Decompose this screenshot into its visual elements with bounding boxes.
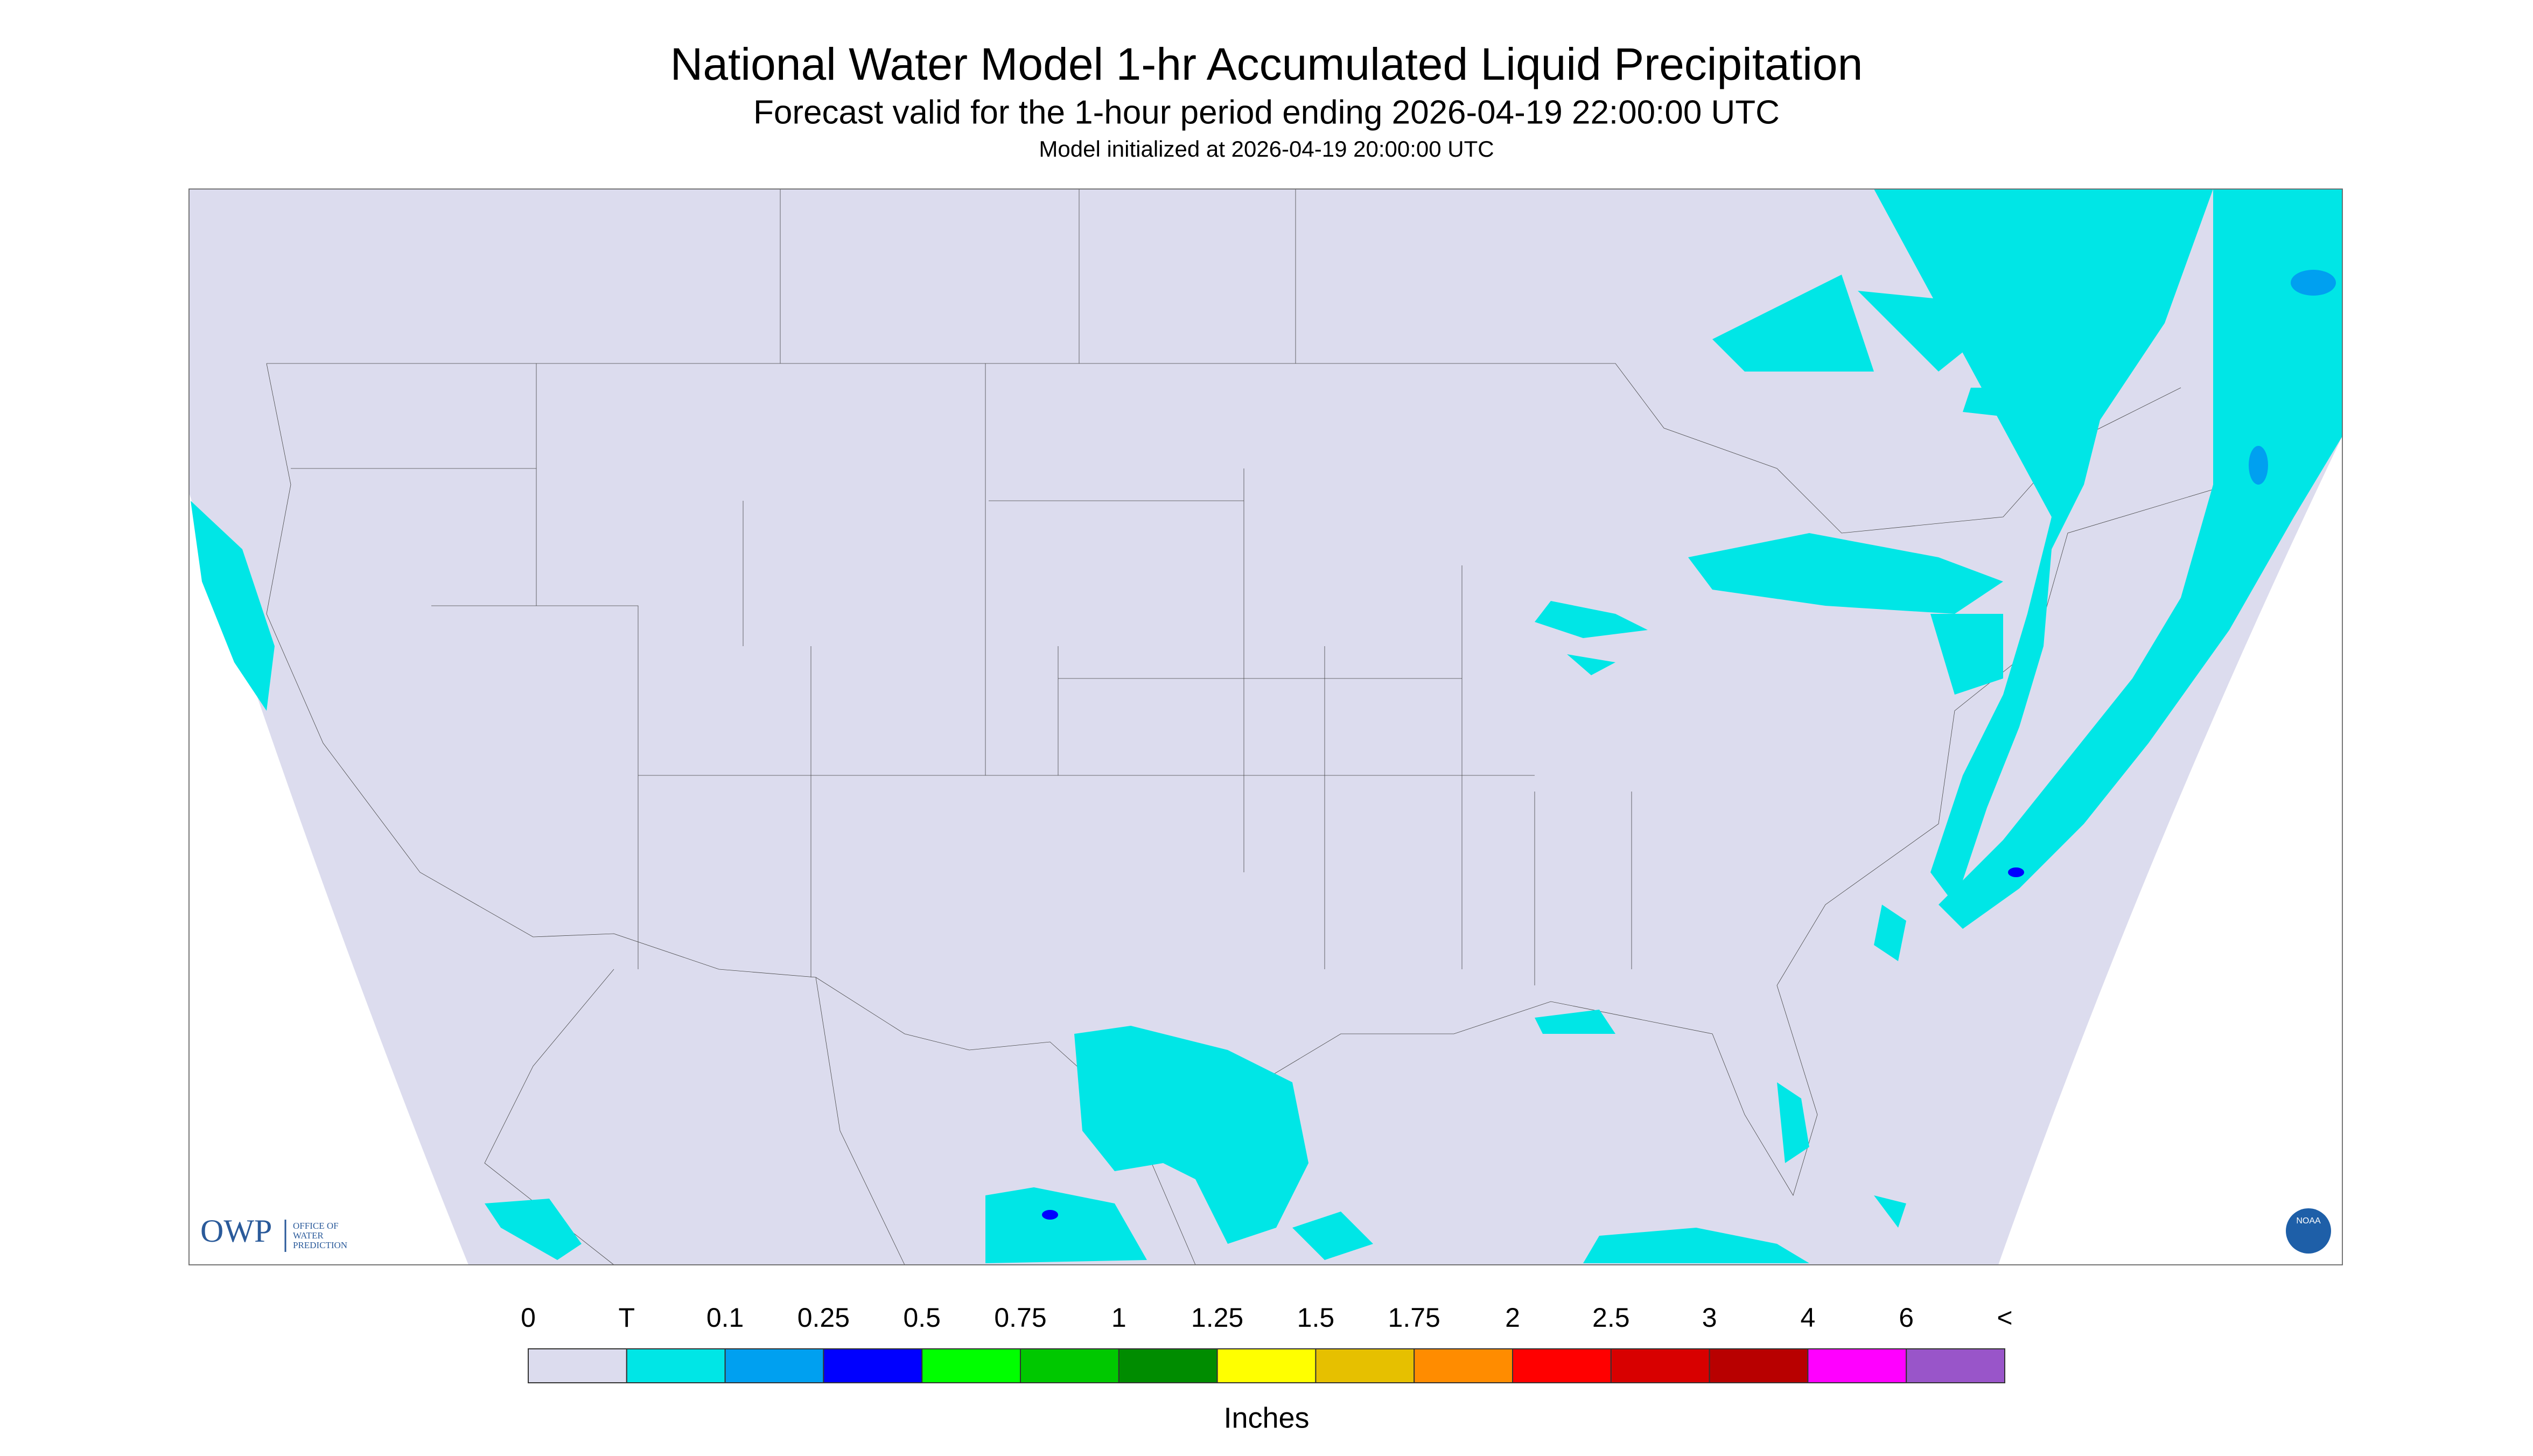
legend-swatch — [1414, 1348, 1513, 1383]
legend-label: 0.75 — [994, 1303, 1046, 1333]
precip-areas — [191, 189, 2342, 1263]
legend-swatch — [1020, 1348, 1119, 1383]
legend-label: 0.1 — [706, 1303, 744, 1333]
precip-areas-heaviest — [1042, 867, 2024, 1220]
noaa-logo — [2286, 1208, 2331, 1254]
legend-swatch — [626, 1348, 726, 1383]
model-domain — [189, 189, 2342, 1265]
map-frame — [188, 188, 2343, 1265]
legend-label: 1.5 — [1297, 1303, 1335, 1333]
legend-label: 0.25 — [797, 1303, 850, 1333]
legend-swatch — [724, 1348, 824, 1383]
legend-swatch — [1906, 1348, 2005, 1383]
legend-swatch — [1315, 1348, 1415, 1383]
map — [188, 188, 2343, 1265]
legend-label: T — [619, 1303, 635, 1333]
legend-label: 6 — [1899, 1303, 1914, 1333]
legend-units: Inches — [1223, 1402, 1309, 1434]
legend-label: 4 — [1800, 1303, 1815, 1333]
legend-label: 2 — [1505, 1303, 1520, 1333]
legend-swatch — [921, 1348, 1021, 1383]
legend-swatch — [1512, 1348, 1612, 1383]
precip-areas-heavier — [2249, 270, 2336, 485]
legend-swatch — [1709, 1348, 1809, 1383]
noaa-text: NOAA — [2296, 1216, 2321, 1226]
legend-label: 1.75 — [1388, 1303, 1440, 1333]
legend-swatch — [1216, 1348, 1317, 1383]
legend-label: < — [1997, 1303, 2012, 1333]
owp-logo: OWP — [200, 1213, 272, 1249]
title: National Water Model 1-hr Accumulated Li… — [670, 39, 1863, 89]
legend-label: 1 — [1111, 1303, 1126, 1333]
legend-swatch — [1807, 1348, 1907, 1383]
legend-swatch — [1610, 1348, 1710, 1383]
legend-swatch — [528, 1348, 627, 1383]
owp-name: PREDICTION — [293, 1240, 347, 1250]
legend-label: 3 — [1702, 1303, 1717, 1333]
legend-swatch — [823, 1348, 923, 1383]
init-time: Model initialized at 2026-04-19 20:00:00… — [1039, 136, 1494, 162]
owp-name: OFFICE OF — [293, 1221, 339, 1231]
legend-label: 0.5 — [903, 1303, 941, 1333]
legend-label: 0 — [521, 1303, 536, 1333]
legend-label: 2.5 — [1592, 1303, 1630, 1333]
owp-name: WATER — [293, 1230, 324, 1241]
legend-swatch — [1118, 1348, 1218, 1383]
subtitle: Forecast valid for the 1-hour period end… — [753, 94, 1780, 131]
legend-label: 1.25 — [1191, 1303, 1243, 1333]
